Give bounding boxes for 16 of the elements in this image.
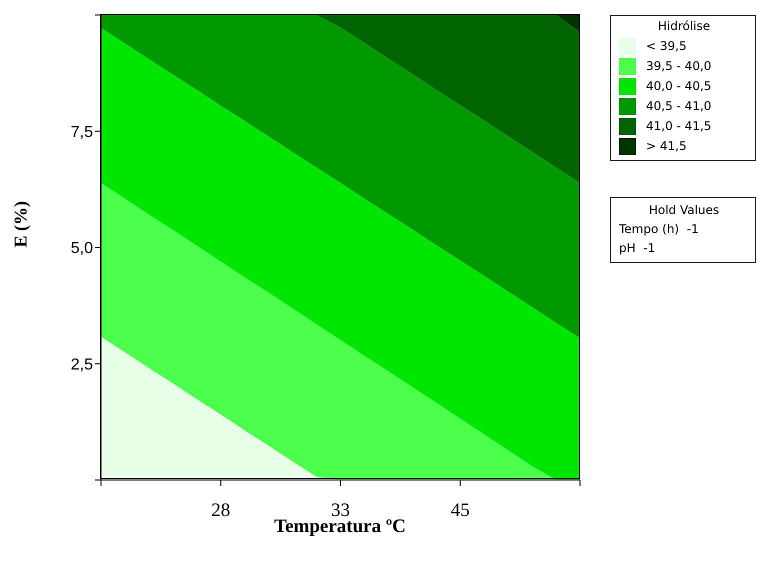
y-axis-title: E (%)	[10, 201, 30, 248]
text: Tempo (h) -1	[619, 221, 700, 238]
legend-label: > 41,5	[646, 139, 687, 153]
text: pH -1	[619, 240, 656, 257]
y-tick-label: 7,5	[70, 124, 94, 141]
legend-title: Hidrólise	[656, 19, 712, 33]
text: Hold Values	[648, 202, 720, 219]
x-tick-label: 28	[211, 500, 230, 521]
y-tick-label: 2,5	[70, 356, 94, 374]
legend-label: < 39,5	[646, 39, 687, 53]
legend-label: 41,0 - 41,5	[646, 119, 712, 133]
x-tick-label: 45	[450, 500, 470, 521]
legend-label: 40,5 - 41,0	[646, 99, 712, 113]
legend-label: 40,0 - 40,5	[646, 79, 712, 93]
legend-label: 39,5 - 40,0	[646, 59, 712, 73]
y-tick-label: 5,0	[70, 240, 94, 258]
